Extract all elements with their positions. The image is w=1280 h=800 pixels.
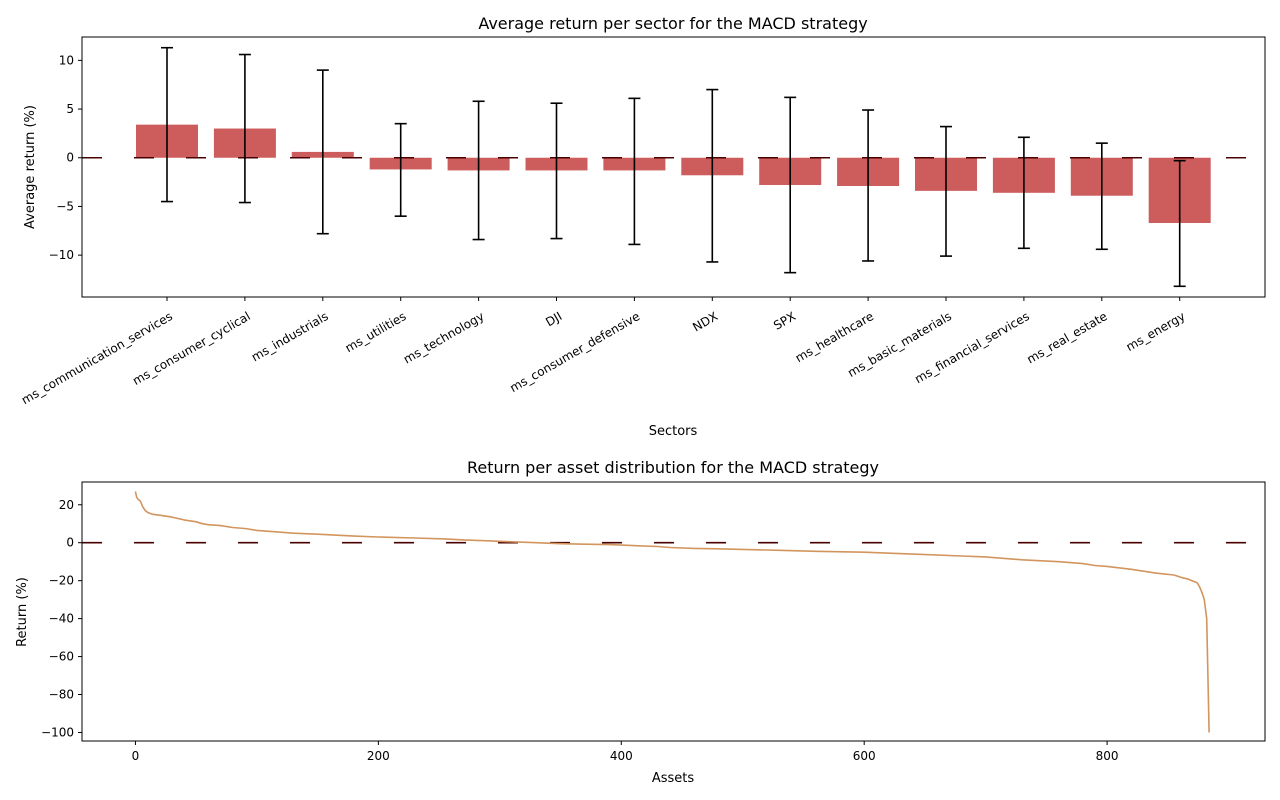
y-tick-label: −60 bbox=[49, 650, 74, 664]
y-tick-label: −80 bbox=[49, 688, 74, 702]
error-bar-ms_utilities bbox=[394, 122, 407, 217]
error-bar-ms_healthcare bbox=[862, 109, 875, 262]
y-tick-label: −20 bbox=[49, 574, 74, 588]
error-bar-ms_basic_materials bbox=[940, 125, 952, 257]
chart1-frame bbox=[81, 36, 1266, 298]
x-tick-label: NDX bbox=[690, 309, 720, 334]
chart1-xlabel: Sectors bbox=[649, 424, 698, 439]
x-tick-label: ms_communication_services bbox=[19, 309, 175, 407]
x-tick-label: 0 bbox=[132, 749, 140, 763]
error-bar-NDX bbox=[706, 88, 719, 263]
y-tick-label: −100 bbox=[41, 725, 74, 739]
error-bar-ms_consumer_defensive bbox=[628, 97, 641, 246]
error-bar-ms_financial_services bbox=[1017, 136, 1030, 250]
chart2-title: Return per asset distribution for the MA… bbox=[467, 458, 879, 477]
error-bar-ms_consumer_cyclical bbox=[238, 53, 251, 204]
x-tick-label: 600 bbox=[853, 749, 876, 763]
error-bar-DJI bbox=[550, 102, 563, 240]
y-tick-label: 20 bbox=[59, 498, 74, 512]
error-bar-ms_real_estate bbox=[1095, 142, 1108, 251]
x-tick-label: SPX bbox=[771, 309, 798, 333]
chart1-ylabel: Average return (%) bbox=[23, 105, 38, 229]
chart2-frame bbox=[81, 481, 1266, 742]
x-tick-label: ms_technology bbox=[401, 309, 486, 366]
y-tick-label: −10 bbox=[49, 248, 74, 262]
error-bar-SPX bbox=[784, 96, 797, 274]
x-tick-label: ms_utilities bbox=[343, 309, 409, 355]
x-tick-label: ms_real_estate bbox=[1024, 309, 1109, 366]
y-tick-label: −5 bbox=[56, 199, 74, 213]
asset-line-chart: Return per asset distribution for the MA… bbox=[15, 458, 1266, 786]
chart1-title: Average return per sector for the MACD s… bbox=[478, 14, 867, 33]
y-tick-label: 0 bbox=[66, 151, 74, 165]
y-tick-label: 10 bbox=[59, 53, 74, 67]
error-bar-ms_industrials bbox=[316, 69, 329, 235]
y-tick-label: 0 bbox=[66, 536, 74, 550]
y-tick-label: −40 bbox=[49, 612, 74, 626]
chart2-ylabel: Return (%) bbox=[15, 577, 30, 647]
x-tick-label: 200 bbox=[367, 749, 390, 763]
error-bar-ms_technology bbox=[472, 100, 485, 241]
y-tick-label: 5 bbox=[66, 102, 74, 116]
error-bar-ms_communication_services bbox=[161, 46, 173, 203]
sector-bar-chart: Average return per sector for the MACD s… bbox=[19, 14, 1266, 439]
x-tick-label: ms_industrials bbox=[249, 309, 331, 364]
error-bar-ms_energy bbox=[1173, 159, 1186, 288]
x-tick-label: 400 bbox=[610, 749, 633, 763]
x-tick-label: ms_energy bbox=[1124, 309, 1188, 354]
return-distribution-line bbox=[134, 491, 1210, 733]
x-tick-label: DJI bbox=[543, 309, 564, 329]
x-tick-label: ms_consumer_defensive bbox=[507, 309, 642, 395]
chart2-xlabel: Assets bbox=[652, 771, 695, 786]
x-tick-label: 800 bbox=[1096, 749, 1119, 763]
